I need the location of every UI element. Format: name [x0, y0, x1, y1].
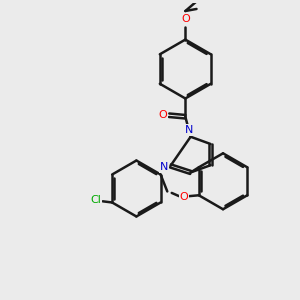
Text: N: N	[185, 125, 193, 135]
Text: O: O	[158, 110, 167, 120]
Text: O: O	[181, 14, 190, 24]
Text: N: N	[160, 162, 168, 172]
Text: Cl: Cl	[91, 195, 101, 205]
Text: O: O	[180, 192, 188, 202]
